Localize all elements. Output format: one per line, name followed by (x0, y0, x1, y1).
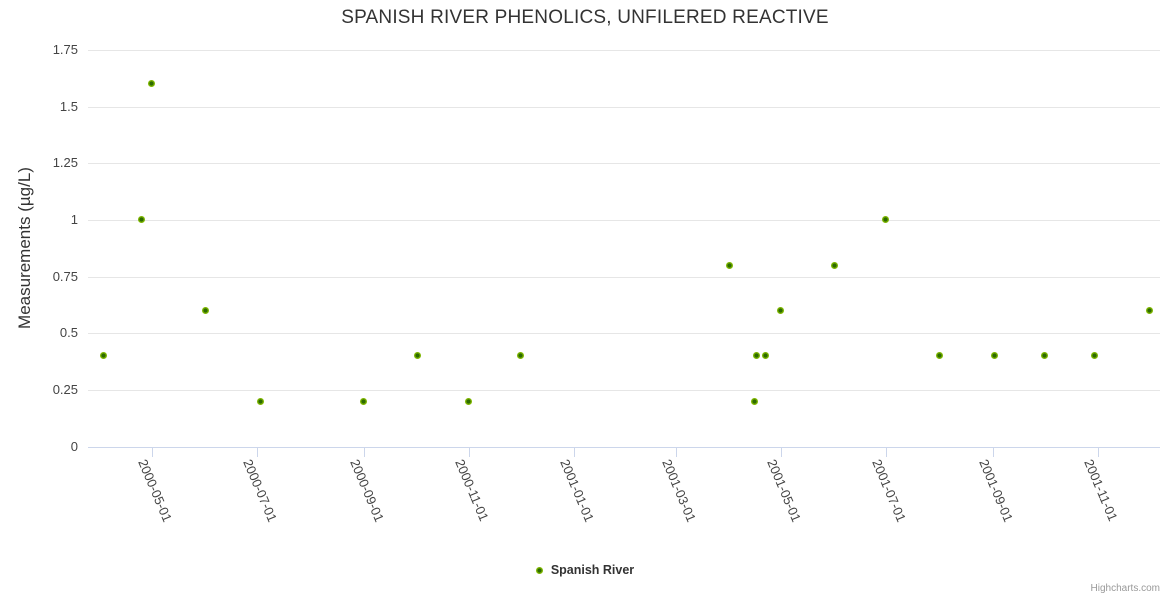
x-tick-label: 2001‑11‑01 (1081, 456, 1121, 523)
y-gridline (88, 163, 1160, 165)
x-tick-mark (256, 446, 258, 457)
x-tick-mark (780, 446, 782, 457)
y-tick-label: 0 (70, 438, 78, 454)
x-tick-label: 2001‑03‑01 (658, 456, 699, 524)
data-point[interactable] (148, 80, 156, 88)
x-tick-mark (1097, 446, 1099, 457)
data-point[interactable] (1091, 352, 1098, 360)
data-point[interactable] (137, 216, 145, 224)
data-point[interactable] (1041, 352, 1049, 360)
x-tick-label: 2000‑11‑01 (452, 456, 492, 523)
x-tick-mark (675, 446, 677, 457)
data-point[interactable] (725, 261, 733, 269)
y-gridline (88, 219, 1160, 221)
x-tick-label: 2000‑07‑01 (240, 456, 280, 524)
x-tick-label: 2000‑05‑01 (134, 456, 175, 524)
data-point[interactable] (201, 307, 209, 315)
data-point[interactable] (465, 397, 473, 405)
x-tick-mark (885, 446, 887, 457)
x-tick-mark (468, 446, 470, 457)
data-point[interactable] (360, 397, 368, 405)
y-tick-label: 1 (70, 211, 78, 227)
x-tick-mark (363, 446, 365, 457)
x-tick-label: 2001‑01‑01 (557, 456, 597, 524)
legend-label: Spanish River (550, 563, 635, 577)
legend-marker-icon (535, 566, 543, 574)
y-gridline (88, 50, 1160, 51)
y-gridline (88, 106, 1160, 108)
x-tick-mark (574, 446, 576, 457)
y-tick-label: 0.25 (52, 381, 78, 397)
y-tick-label: 0.5 (59, 325, 78, 341)
data-point[interactable] (100, 352, 107, 360)
y-gridline (88, 389, 1160, 391)
data-point[interactable] (1146, 307, 1154, 315)
y-tick-label: 1.25 (52, 155, 78, 171)
data-point[interactable] (777, 307, 785, 315)
data-point[interactable] (751, 397, 759, 405)
y-gridline (88, 333, 1160, 335)
x-axis-line (88, 446, 1160, 448)
data-point[interactable] (935, 352, 943, 360)
x-tick-label: 2001‑09‑01 (976, 456, 1016, 524)
data-point[interactable] (830, 261, 838, 269)
data-point[interactable] (991, 352, 999, 360)
y-axis-title: Measurements (µg/L) (15, 167, 34, 329)
legend-item-spanish-river[interactable]: Spanish River (0, 563, 1170, 577)
y-tick-label: 1.5 (59, 98, 78, 114)
x-tick-label: 2001‑07‑01 (869, 456, 909, 524)
x-tick-mark (151, 446, 153, 457)
data-point[interactable] (761, 352, 769, 360)
x-tick-label: 2000‑09‑01 (346, 456, 387, 524)
highcharts-credits-link[interactable]: Highcharts.com (1090, 583, 1160, 594)
data-point[interactable] (256, 397, 264, 405)
data-point[interactable] (413, 352, 421, 360)
data-point[interactable] (753, 352, 761, 360)
x-tick-mark (992, 446, 994, 457)
y-tick-label: 1.75 (52, 42, 78, 57)
x-tick-label: 2001‑05‑01 (764, 456, 804, 524)
y-gridline (88, 276, 1160, 278)
data-point[interactable] (882, 216, 890, 224)
data-point[interactable] (517, 352, 525, 360)
chart-title: SPANISH RIVER PHENOLICS, UNFILERED REACT… (341, 7, 829, 28)
y-tick-label: 0.75 (52, 268, 78, 284)
